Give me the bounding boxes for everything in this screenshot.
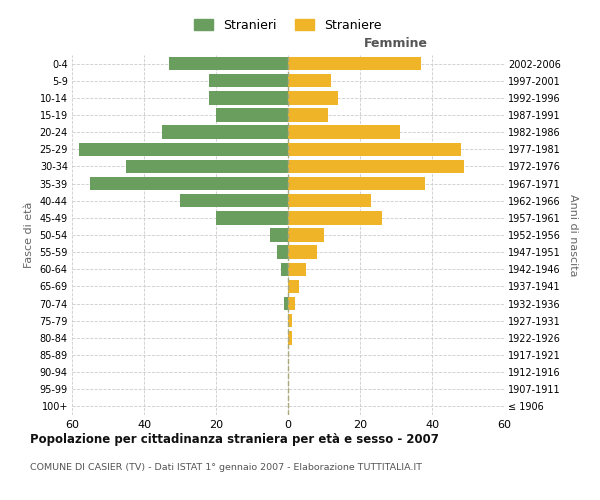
Bar: [90, 177, 288, 190]
Bar: [288, 331, 292, 344]
Bar: [216, 211, 288, 224]
Bar: [126, 160, 288, 173]
Bar: [288, 177, 425, 190]
Bar: [79, 142, 288, 156]
Bar: [288, 74, 331, 88]
Bar: [288, 91, 338, 104]
Bar: [288, 108, 328, 122]
Bar: [288, 280, 299, 293]
Bar: [216, 108, 288, 122]
Bar: [288, 246, 317, 259]
Bar: [288, 211, 382, 224]
Bar: [162, 126, 288, 139]
Bar: [288, 297, 295, 310]
Bar: [288, 142, 461, 156]
Bar: [284, 297, 288, 310]
Bar: [288, 126, 400, 139]
Bar: [209, 74, 288, 88]
Bar: [288, 228, 324, 241]
Bar: [277, 246, 288, 259]
Text: COMUNE DI CASIER (TV) - Dati ISTAT 1° gennaio 2007 - Elaborazione TUTTITALIA.IT: COMUNE DI CASIER (TV) - Dati ISTAT 1° ge…: [30, 462, 422, 471]
Bar: [288, 57, 421, 70]
Bar: [288, 160, 464, 173]
Bar: [169, 57, 288, 70]
Bar: [288, 262, 306, 276]
Bar: [288, 314, 292, 328]
Bar: [281, 262, 288, 276]
Bar: [288, 194, 371, 207]
Text: Femmine: Femmine: [364, 36, 428, 50]
Text: Popolazione per cittadinanza straniera per età e sesso - 2007: Popolazione per cittadinanza straniera p…: [30, 432, 439, 446]
Y-axis label: Fasce di età: Fasce di età: [24, 202, 34, 268]
Bar: [270, 228, 288, 241]
Bar: [180, 194, 288, 207]
Bar: [209, 91, 288, 104]
Legend: Stranieri, Straniere: Stranieri, Straniere: [190, 14, 386, 37]
Y-axis label: Anni di nascita: Anni di nascita: [568, 194, 578, 276]
